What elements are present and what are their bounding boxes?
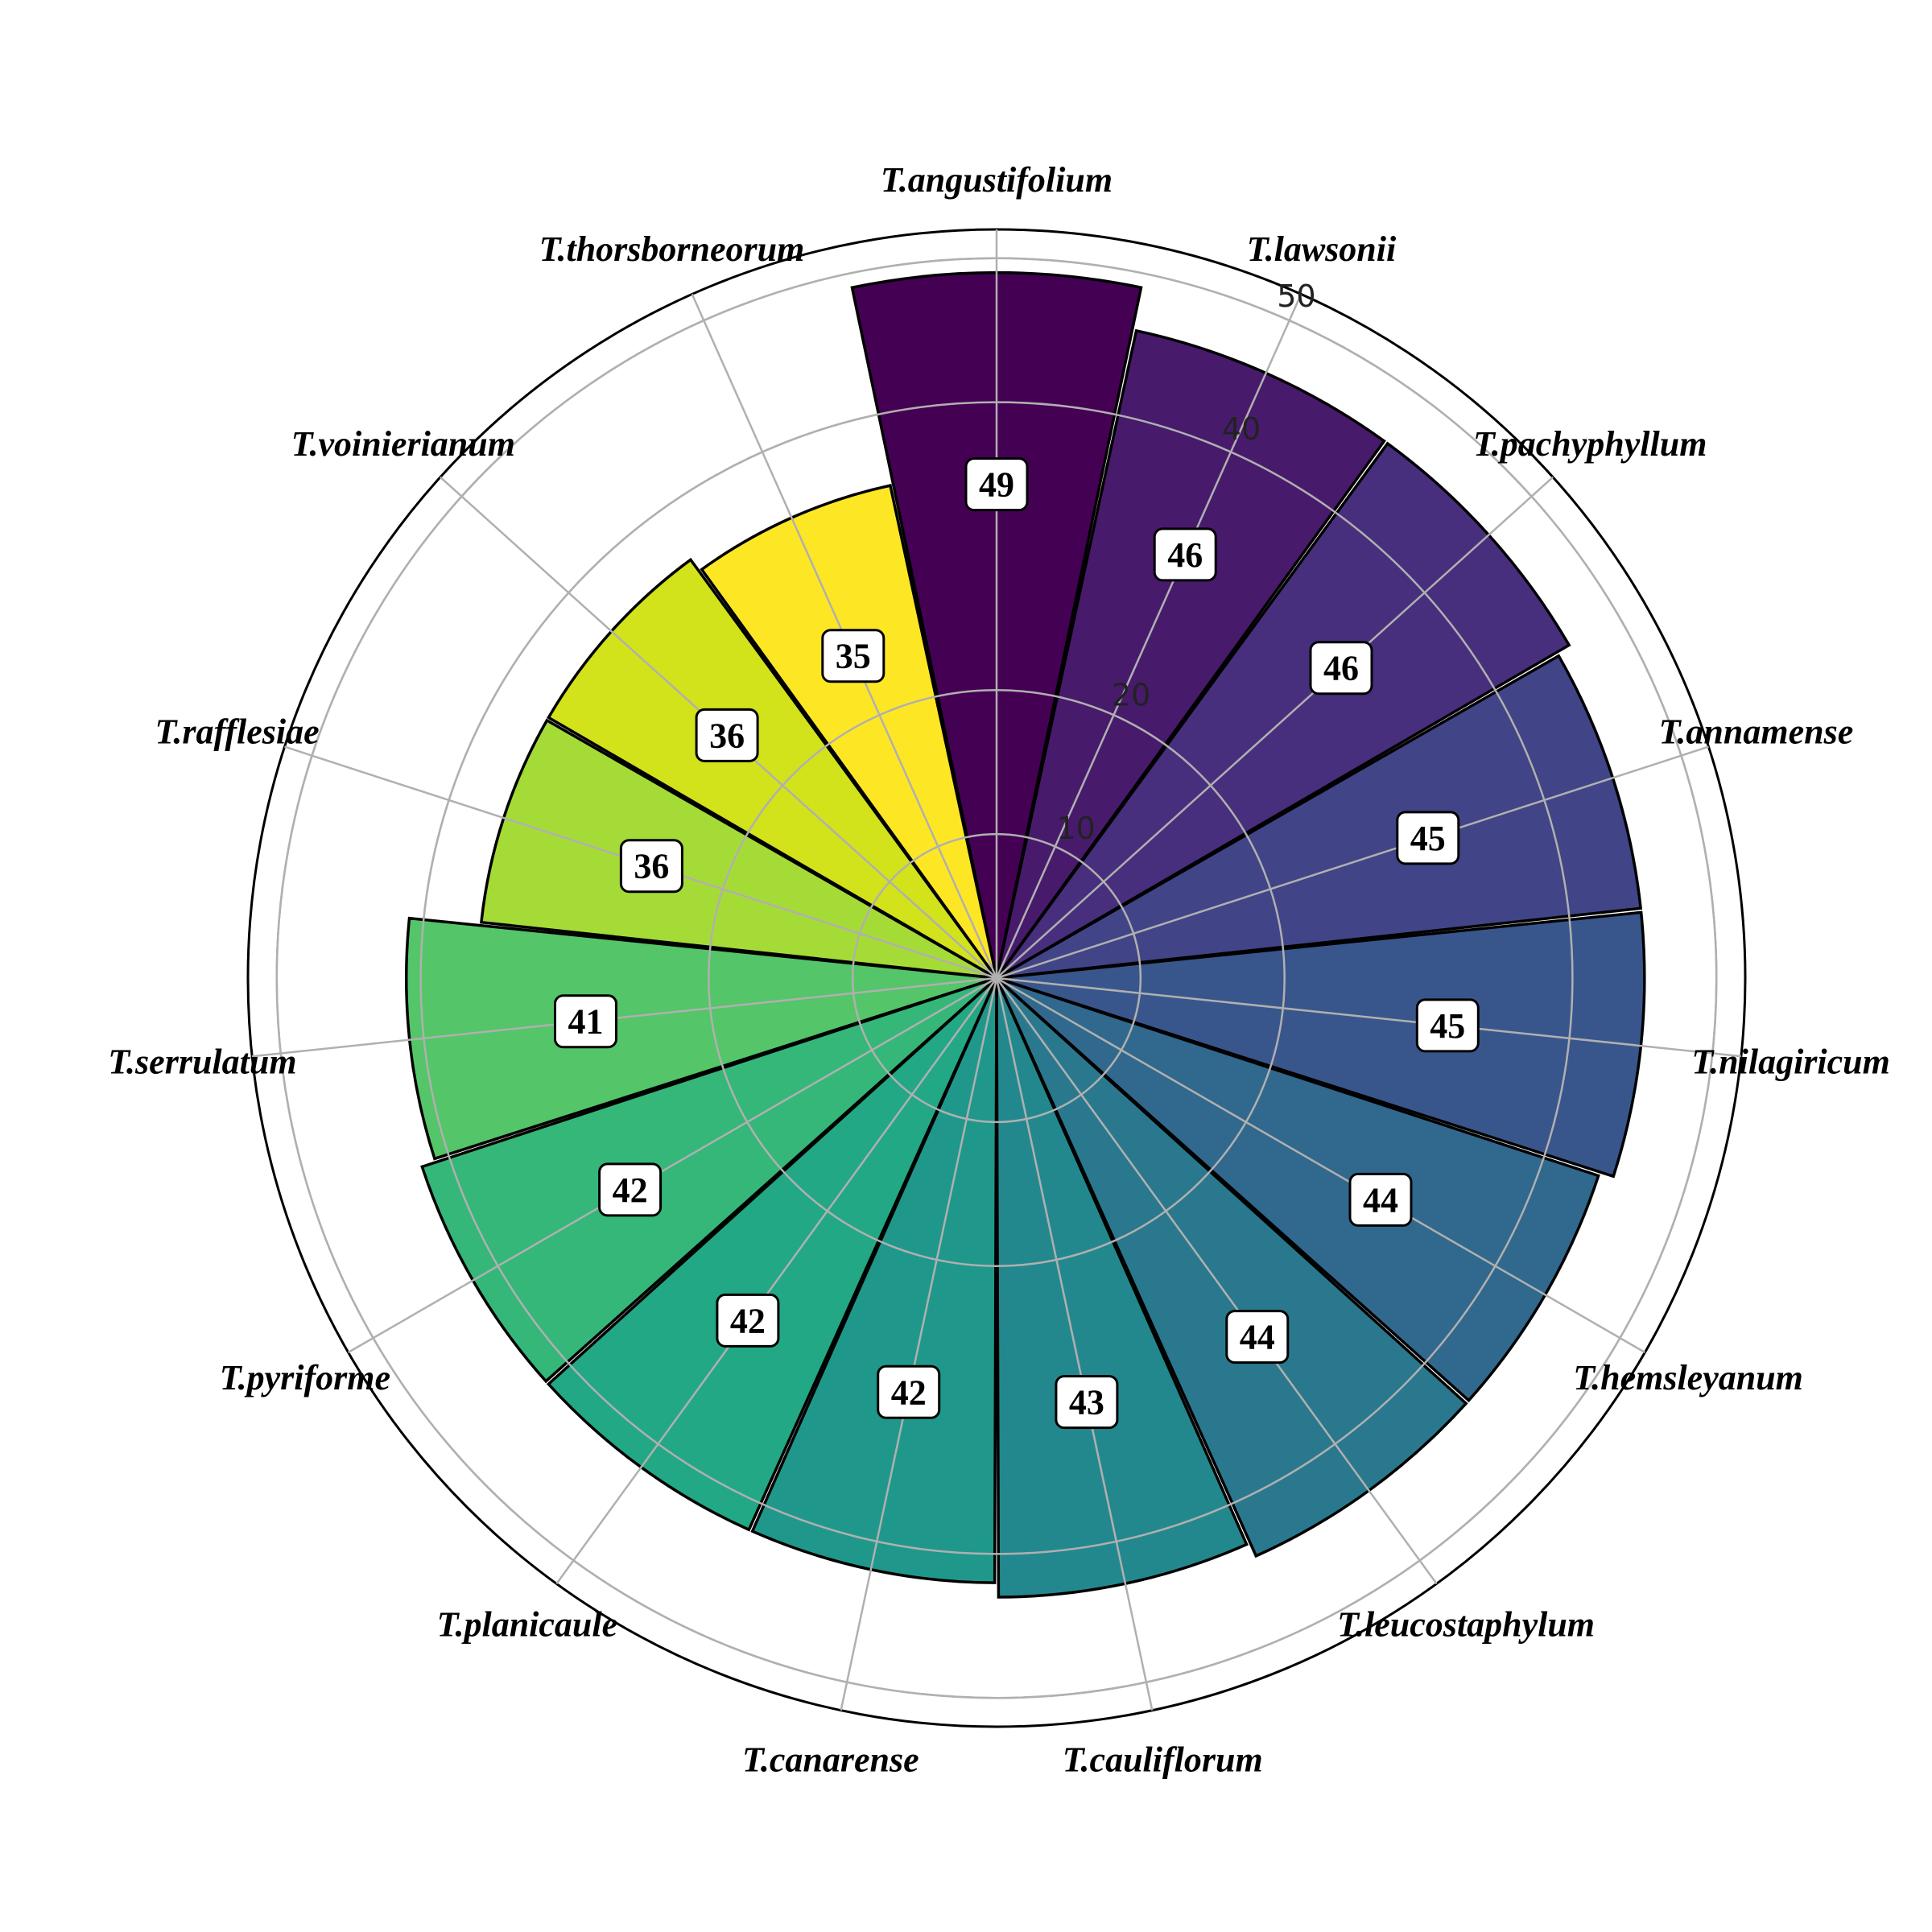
category-label: T.annamense	[1659, 712, 1854, 752]
category-label: T.thorsborneorum	[539, 229, 805, 269]
value-label-text: 41	[568, 1002, 604, 1042]
value-label: 46	[1153, 527, 1217, 582]
bars-layer	[405, 270, 1646, 1599]
value-label: 36	[619, 839, 683, 894]
category-label-layer: T.angustifolium T.lawsonii T.pachyphyllum T…	[108, 160, 1890, 1779]
value-label-text: 43	[1069, 1383, 1104, 1422]
value-label-box	[695, 708, 759, 762]
value-label-text: 36	[634, 847, 669, 886]
value-label-box	[1415, 998, 1480, 1053]
category-label: T.planicaule	[437, 1605, 618, 1645]
category-label: T.nilagiricum	[1691, 1042, 1890, 1082]
value-label: 44	[1348, 1172, 1413, 1227]
value-label: 43	[1055, 1375, 1119, 1430]
value-label: 45	[1396, 811, 1460, 865]
spoke-line	[996, 976, 1646, 1354]
spoke-line	[840, 977, 998, 1711]
value-label-box	[1309, 641, 1373, 696]
value-label-box	[1396, 811, 1460, 865]
value-label-text: 42	[613, 1170, 648, 1210]
value-label-box	[1225, 1310, 1290, 1364]
rtick-layer: 10 20 40 50	[1056, 279, 1315, 846]
value-label: 41	[554, 994, 617, 1049]
grid-circle-overlay	[275, 257, 1718, 1699]
grid-circle-overlay	[851, 832, 1142, 1124]
category-label: T.rafflesiae	[155, 712, 320, 752]
value-label-text: 46	[1323, 649, 1359, 688]
value-label-text: 36	[709, 716, 745, 755]
value-label-box	[554, 994, 617, 1049]
value-label: 42	[598, 1162, 663, 1217]
value-label-text: 44	[1363, 1180, 1398, 1220]
category-label: T.hemsleyanum	[1573, 1358, 1803, 1397]
category-label: T.leucostaphylum	[1337, 1605, 1595, 1645]
rtick-label: 20	[1112, 678, 1150, 713]
value-label-box	[964, 457, 1029, 512]
spoke-line	[996, 745, 1709, 980]
value-label-text: 42	[730, 1301, 766, 1340]
value-label-box	[598, 1162, 663, 1217]
category-label: T.serrulatum	[108, 1042, 296, 1082]
value-label-box	[821, 629, 886, 683]
value-label-box	[1055, 1375, 1119, 1430]
rtick-label: 40	[1222, 411, 1261, 447]
rtick-label: 10	[1056, 811, 1095, 846]
spoke-line	[555, 977, 998, 1585]
value-label-text: 35	[836, 637, 871, 676]
value-label-box	[619, 839, 683, 894]
value-label-text: 44	[1240, 1318, 1275, 1357]
value-label-text: 45	[1410, 819, 1446, 858]
category-label: T.voinierianum	[291, 424, 515, 464]
spoke-line	[996, 476, 1554, 979]
value-label: 46	[1309, 641, 1373, 696]
spoke-line	[995, 293, 1302, 979]
spoke-line	[251, 976, 997, 1058]
value-label-box	[1153, 527, 1217, 582]
value-label-text: 45	[1430, 1006, 1465, 1046]
value-label-box	[1348, 1172, 1413, 1227]
value-label: 42	[716, 1293, 780, 1348]
value-label: 35	[821, 629, 886, 683]
value-label: 42	[877, 1364, 941, 1419]
value-label-box	[716, 1293, 780, 1348]
spokes-layer	[251, 229, 1742, 1711]
rtick-label: 50	[1277, 279, 1315, 314]
category-label: T.pyriforme	[220, 1358, 390, 1397]
spoke-line	[995, 977, 1154, 1711]
value-label: 36	[695, 708, 759, 762]
category-label: T.lawsonii	[1247, 229, 1397, 269]
value-label: 44	[1225, 1310, 1290, 1364]
category-label: T.pachyphyllum	[1473, 424, 1707, 464]
spoke-line	[347, 976, 997, 1354]
value-label: 49	[964, 457, 1029, 512]
value-label-layer: 49 46 46 45 45 44 44 43 42 42 42 41 36 36 35	[554, 457, 1480, 1430]
spoke-line	[995, 977, 1438, 1585]
value-label-text: 42	[891, 1373, 927, 1412]
value-label: 45	[1415, 998, 1480, 1053]
grid-circle-overlay	[708, 689, 1286, 1267]
grid-circle-overlay	[419, 401, 1574, 1555]
category-label: T.canarense	[742, 1740, 919, 1779]
category-label: T.cauliflorum	[1063, 1740, 1263, 1779]
category-label: T.angustifolium	[881, 160, 1113, 200]
spoke-line	[996, 976, 1742, 1058]
value-label-box	[877, 1364, 941, 1419]
value-label-text: 46	[1167, 535, 1203, 575]
value-label-text: 49	[979, 465, 1014, 505]
